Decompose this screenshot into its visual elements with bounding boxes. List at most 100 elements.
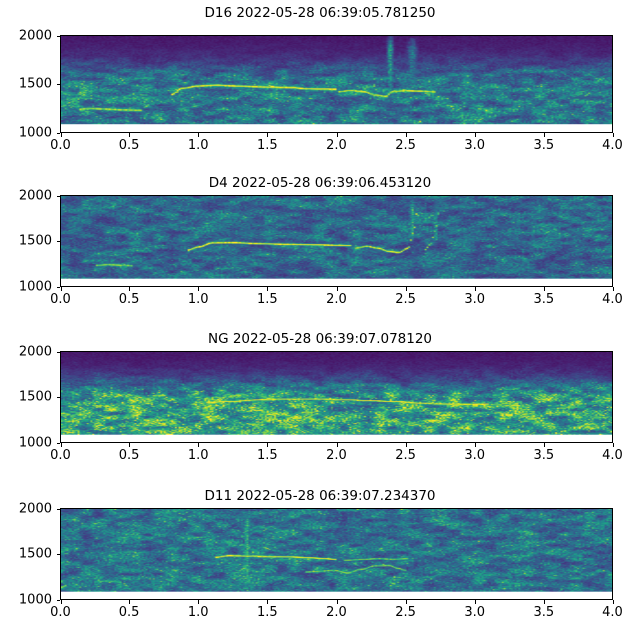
x-tick-label: 0.0 [50, 605, 71, 620]
x-tick-label: 4.0 [602, 605, 623, 620]
y-tick-label: 2000 [18, 501, 52, 516]
x-tick-label: 0.5 [118, 605, 140, 620]
panel-title: D4 2022-05-28 06:39:06.453120 [208, 175, 432, 191]
x-tick-label: 0.0 [50, 138, 71, 153]
y-tick-label: 1000 [18, 125, 52, 140]
x-tick [612, 287, 614, 291]
panel-title: D11 2022-05-28 06:39:07.234370 [204, 488, 436, 504]
x-tick [543, 133, 545, 137]
x-tick-label: 1.5 [257, 138, 278, 153]
y-tick-label: 1500 [18, 233, 52, 249]
x-tick [405, 287, 407, 291]
spectrogram-image [61, 509, 612, 599]
x-tick [543, 443, 545, 447]
y-tick-label: 2000 [18, 188, 52, 203]
y-tick-label: 1000 [18, 279, 52, 294]
x-tick [267, 133, 269, 137]
x-tick-label: 3.5 [533, 448, 555, 463]
x-tick-label: 3.5 [533, 605, 555, 620]
x-tick [198, 443, 200, 447]
y-tick-label: 1000 [18, 592, 52, 607]
x-tick [60, 600, 62, 604]
spectrogram-image [61, 36, 612, 132]
x-tick-label: 2.5 [395, 448, 416, 463]
y-tick [56, 35, 60, 37]
y-tick [56, 195, 60, 197]
plot-area [60, 508, 613, 600]
x-tick-label: 2.0 [326, 605, 347, 620]
x-tick [267, 443, 269, 447]
x-tick [198, 133, 200, 137]
x-tick-label: 1.0 [187, 292, 209, 307]
x-tick-label: 2.0 [326, 448, 347, 463]
x-tick-label: 1.0 [187, 605, 209, 620]
x-tick [405, 443, 407, 447]
spectrogram-image [61, 196, 612, 286]
x-tick-label: 4.0 [602, 138, 623, 153]
x-tick [474, 600, 476, 604]
x-tick-label: 0.5 [118, 292, 140, 307]
x-tick-label: 3.0 [464, 448, 486, 463]
x-tick-label: 4.0 [602, 292, 623, 307]
y-tick [56, 554, 60, 555]
y-tick [56, 132, 60, 134]
x-tick-label: 0.0 [50, 292, 71, 307]
x-tick [60, 287, 62, 291]
y-tick-label: 1000 [18, 435, 52, 450]
plot-area [60, 35, 613, 133]
x-tick-label: 3.5 [533, 292, 555, 307]
x-tick [60, 133, 62, 137]
y-tick-label: 1500 [18, 76, 52, 92]
x-tick-label: 2.0 [326, 292, 347, 307]
x-tick [612, 443, 614, 447]
x-tick-label: 1.0 [187, 138, 209, 153]
x-tick [405, 133, 407, 137]
x-tick [267, 600, 269, 604]
x-tick-label: 4.0 [602, 448, 623, 463]
y-tick [56, 508, 60, 510]
x-tick [405, 600, 407, 604]
plot-area [60, 351, 613, 443]
x-tick-label: 2.5 [395, 138, 416, 153]
x-tick-label: 1.5 [257, 605, 278, 620]
x-tick [336, 443, 338, 447]
x-tick [198, 287, 200, 291]
x-tick-label: 1.5 [257, 292, 278, 307]
y-tick [56, 241, 60, 242]
x-tick-label: 0.5 [118, 138, 140, 153]
x-tick [474, 443, 476, 447]
x-tick [60, 443, 62, 447]
x-tick [129, 443, 131, 447]
x-tick [336, 133, 338, 137]
x-tick-label: 1.5 [257, 448, 278, 463]
x-tick-label: 0.5 [118, 448, 140, 463]
y-tick-label: 2000 [18, 344, 52, 359]
panel-title: D16 2022-05-28 06:39:05.781250 [204, 5, 436, 21]
x-tick-label: 2.5 [395, 605, 416, 620]
y-tick-label: 1500 [18, 546, 52, 562]
x-tick [612, 133, 614, 137]
x-tick-label: 1.0 [187, 448, 209, 463]
y-tick [56, 351, 60, 353]
y-tick [56, 84, 60, 85]
x-tick [543, 287, 545, 291]
x-tick [198, 600, 200, 604]
y-tick [56, 286, 60, 288]
y-tick [56, 397, 60, 398]
x-tick [612, 600, 614, 604]
x-tick-label: 2.5 [395, 292, 416, 307]
y-tick [56, 599, 60, 601]
x-tick [336, 600, 338, 604]
x-tick [129, 287, 131, 291]
spectrogram-image [61, 352, 612, 442]
x-tick-label: 2.0 [326, 138, 347, 153]
x-tick [129, 600, 131, 604]
x-tick [129, 133, 131, 137]
plot-area [60, 195, 613, 287]
x-tick [336, 287, 338, 291]
x-tick-label: 3.0 [464, 138, 486, 153]
x-tick [267, 287, 269, 291]
x-tick-label: 3.0 [464, 605, 486, 620]
y-tick-label: 1500 [18, 389, 52, 405]
